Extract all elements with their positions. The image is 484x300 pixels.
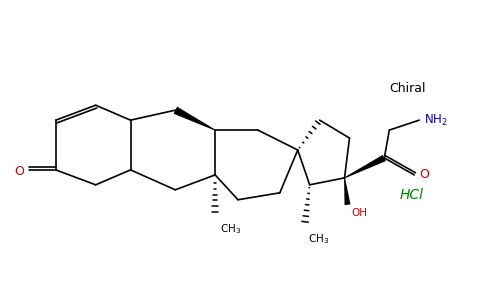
Text: Chiral: Chiral (389, 82, 426, 95)
Text: O: O (419, 168, 429, 182)
Text: HCl: HCl (399, 188, 424, 202)
Polygon shape (344, 155, 386, 178)
Text: O: O (14, 165, 24, 178)
Text: NH$_2$: NH$_2$ (424, 112, 448, 128)
Text: CH$_3$: CH$_3$ (220, 223, 242, 236)
Polygon shape (174, 106, 215, 130)
Polygon shape (344, 178, 350, 205)
Text: OH: OH (351, 208, 367, 218)
Text: CH$_3$: CH$_3$ (308, 232, 329, 246)
